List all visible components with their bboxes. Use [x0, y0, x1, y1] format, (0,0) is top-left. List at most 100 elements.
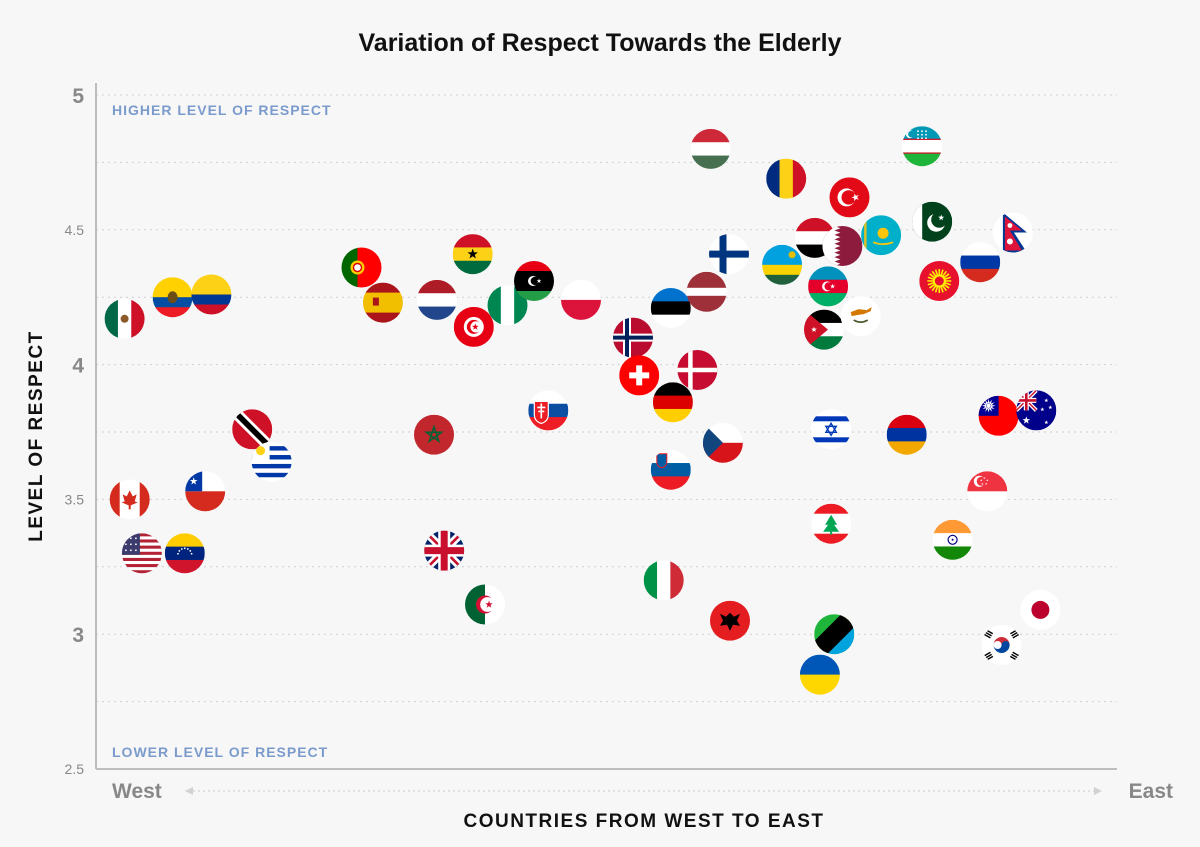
data-point-azerbaijan: Azerbaijan [808, 266, 849, 307]
poland-flag-icon [561, 279, 601, 320]
taiwan-flag-icon [978, 395, 1019, 436]
data-point-australia: Australia [1016, 390, 1057, 431]
data-point-yemen: Yemen [794, 217, 835, 258]
data-point-usa: United States [121, 533, 162, 574]
data-point-portugal: Portugal [341, 247, 382, 288]
data-point-slovenia: Slovenia [650, 449, 691, 490]
data-point-nigeria: Nigeria [487, 285, 528, 326]
data-point-estonia: Estonia [650, 288, 691, 328]
slovakia-flag-icon [528, 390, 569, 431]
data-point-pakistan: Pakistan [912, 201, 953, 242]
data-point-tunisia: Tunisia [453, 306, 494, 347]
data-point-rwanda: Rwanda [762, 244, 803, 285]
data-point-tanzania: Tanzania [814, 614, 855, 655]
venezuela-flag-icon [164, 533, 205, 574]
uzbekistan-flag-icon [902, 126, 942, 167]
data-point-ghana: Ghana [452, 234, 493, 275]
y-axis-ticks: 5 4.5 4 3.5 3 2.5 [65, 85, 85, 777]
annotation-higher-respect: HIGHER LEVEL OF RESPECT [112, 102, 332, 118]
chart-title: Variation of Respect Towards the Elderly [359, 29, 842, 57]
cyprus-flag-icon [840, 296, 881, 337]
uruguay-flag-icon [251, 441, 292, 482]
data-point-czech: Czech Republic [702, 422, 743, 463]
kazakhstan-flag-icon [861, 215, 902, 256]
qatar-flag-icon [822, 226, 863, 266]
arrow-left-icon [185, 787, 193, 795]
data-point-ukraine: Ukraine [799, 654, 840, 695]
y-tick-label: 3 [72, 624, 84, 647]
india-flag-icon [932, 519, 973, 560]
data-point-spain: Spain [362, 282, 403, 323]
data-point-latvia: Latvia [686, 271, 727, 312]
data-points: MexicoEcuadorColombia Canada United States… [104, 126, 1061, 695]
nigeria-flag-icon [487, 285, 528, 326]
kyrgyzstan-flag-icon [919, 261, 960, 301]
algeria-flag-icon [465, 584, 505, 625]
arrow-right-icon [1094, 787, 1102, 795]
mexico-flag-icon [104, 298, 145, 339]
data-point-germany: Germany [652, 382, 693, 423]
slovenia-flag-icon [650, 449, 691, 490]
latvia-flag-icon [686, 271, 727, 312]
data-point-lebanon: Lebanon [811, 503, 852, 544]
annotation-lower-respect: LOWER LEVEL OF RESPECT [112, 744, 328, 760]
hungary-flag-icon [690, 128, 731, 169]
data-point-taiwan: Taiwan [978, 395, 1019, 436]
data-point-venezuela: Venezuela [164, 533, 205, 574]
canada-flag-icon [109, 479, 150, 520]
data-point-algeria: Algeria [465, 584, 505, 625]
gridlines [96, 94, 1117, 703]
trinidad-flag-icon [232, 409, 273, 450]
usa-flag-icon [121, 533, 162, 574]
denmark-flag-icon [677, 350, 718, 390]
data-point-mexico: Mexico [104, 298, 145, 339]
estonia-flag-icon [650, 288, 691, 328]
rwanda-flag-icon [762, 244, 803, 285]
data-point-poland: Poland [561, 279, 601, 320]
data-point-india: India [932, 519, 973, 560]
data-point-netherlands: Netherlands [417, 279, 457, 320]
singapore-flag-icon [967, 471, 1008, 512]
data-point-kyrgyzstan: Kyrgyzstan [919, 261, 960, 301]
israel-flag-icon [811, 409, 852, 450]
turkey-flag-icon [829, 177, 870, 218]
y-tick-label: 4.5 [65, 222, 85, 238]
data-point-nepal: Nepal [992, 212, 1033, 253]
data-point-uk: United Kingdom [424, 530, 465, 571]
pakistan-flag-icon [912, 201, 953, 242]
y-tick-label: 4 [72, 355, 84, 378]
albania-flag-icon [710, 600, 750, 641]
data-point-uruguay: Uruguay [251, 441, 292, 482]
data-point-kazakhstan: Kazakhstan [861, 215, 902, 256]
italy-flag-icon [643, 560, 684, 601]
australia-flag-icon [1016, 390, 1057, 431]
data-point-israel: Israel [811, 409, 852, 450]
uk-flag-icon [424, 530, 465, 571]
x-axis-east-label: East [1129, 780, 1173, 803]
czech-flag-icon [702, 422, 743, 463]
south-korea-flag-icon [981, 625, 1022, 665]
data-point-chile: Chile [185, 471, 226, 512]
spain-flag-icon [362, 282, 403, 323]
romania-flag-icon [766, 158, 807, 199]
data-point-canada: Canada [109, 479, 150, 520]
netherlands-flag-icon [417, 279, 457, 320]
chile-flag-icon [185, 471, 226, 512]
portugal-flag-icon [341, 247, 382, 288]
tanzania-flag-icon [814, 614, 855, 655]
norway-flag-icon [613, 317, 653, 358]
yemen-flag-icon [794, 217, 835, 258]
data-point-qatar: Qatar [822, 226, 863, 266]
data-point-uzbekistan: Uzbekistan [902, 126, 942, 167]
germany-flag-icon [652, 382, 693, 423]
ghana-flag-icon [452, 234, 493, 275]
finland-flag-icon [709, 234, 749, 275]
data-point-albania: Albania [710, 600, 750, 641]
russia-flag-icon [960, 242, 1001, 283]
x-axis-label: COUNTRIES FROM WEST TO EAST [463, 811, 824, 832]
data-point-south-korea: South Korea [981, 625, 1022, 665]
lebanon-flag-icon [811, 503, 852, 544]
y-tick-label: 3.5 [65, 491, 85, 507]
data-point-norway: Norway [613, 317, 653, 358]
